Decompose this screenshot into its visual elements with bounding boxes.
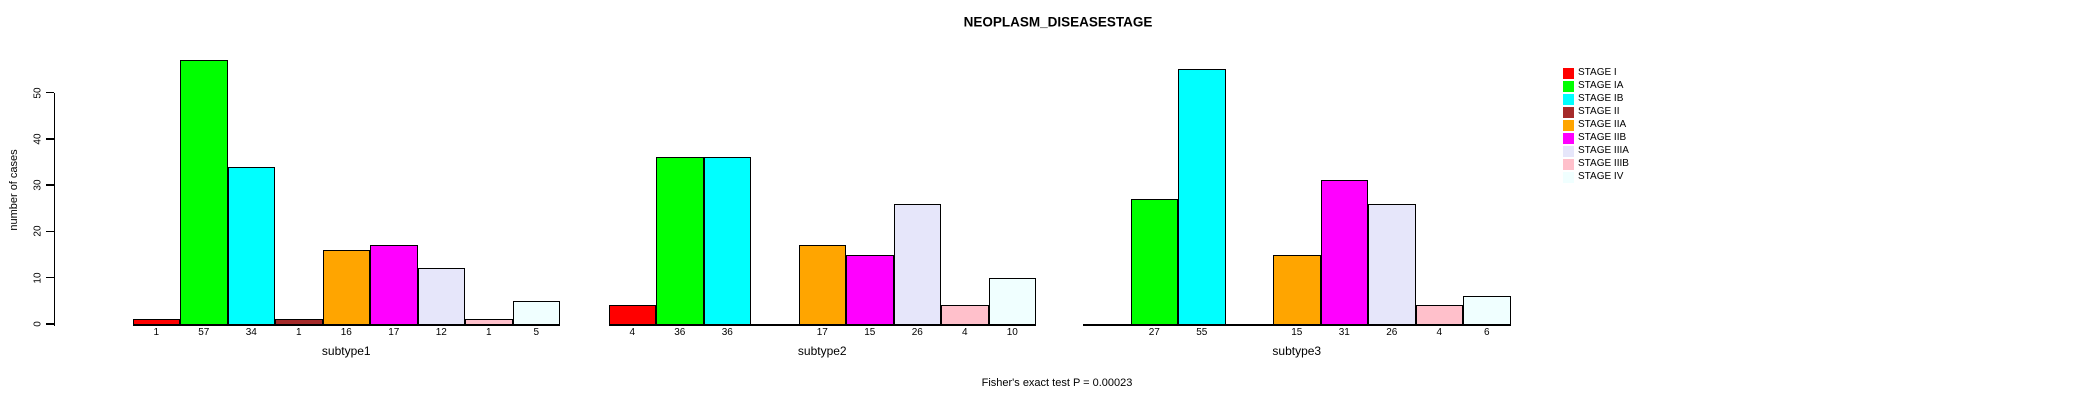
bar-subtype2-stage-iia bbox=[798, 245, 846, 325]
bar-value-label: 1 bbox=[485, 327, 492, 338]
group-label-subtype2: subtype2 bbox=[797, 344, 847, 358]
bar-subtype1-stage-iv bbox=[512, 300, 560, 325]
bar-value-label: 16 bbox=[340, 327, 352, 338]
footnote-text: Fisher's exact test P = 0.00023 bbox=[981, 377, 1133, 389]
bar-value-label: 57 bbox=[198, 327, 210, 338]
bar-value-label: 17 bbox=[816, 327, 828, 338]
bar-value-label: 55 bbox=[1196, 327, 1208, 338]
legend-label-stage-ii: STAGE II bbox=[1578, 106, 1620, 117]
y-axis-tick-label: 10 bbox=[32, 272, 44, 284]
bar-subtype3-stage-iv bbox=[1463, 296, 1511, 325]
bar-value-label: 36 bbox=[721, 327, 733, 338]
y-axis-tick-label: 40 bbox=[32, 133, 44, 145]
legend-label-stage-iiib: STAGE IIIB bbox=[1578, 158, 1629, 169]
bar-subtype2-stage-ib bbox=[703, 157, 751, 325]
bar-subtype3-stage-ib bbox=[1178, 69, 1226, 325]
y-axis-tick bbox=[46, 184, 54, 186]
legend-swatch-stage-i bbox=[1563, 68, 1574, 79]
bar-subtype3-stage-iiib bbox=[1415, 305, 1463, 325]
bar-subtype2-stage-iiia bbox=[893, 203, 941, 325]
legend-swatch-stage-iib bbox=[1563, 133, 1574, 144]
bar-subtype2-stage-iib bbox=[846, 254, 894, 325]
bar-subtype3-stage-iiia bbox=[1368, 203, 1416, 325]
legend-label-stage-ia: STAGE IA bbox=[1578, 80, 1624, 91]
legend-swatch-stage-iiia bbox=[1563, 146, 1574, 157]
bar-value-label: 4 bbox=[1436, 327, 1443, 338]
bar-subtype2-stage-ia bbox=[656, 157, 704, 325]
y-axis-tick bbox=[46, 138, 54, 140]
bar-subtype1-stage-iib bbox=[370, 245, 418, 325]
legend-swatch-stage-iia bbox=[1563, 120, 1574, 131]
group-label-subtype3: subtype3 bbox=[1272, 344, 1322, 358]
bar-subtype1-stage-ii bbox=[275, 319, 323, 325]
bar-value-label: 36 bbox=[674, 327, 686, 338]
group-label-subtype1: subtype1 bbox=[321, 344, 371, 358]
chart-title: NEOPLASM_DISEASESTAGE bbox=[963, 14, 1153, 30]
bar-value-label: 6 bbox=[1483, 327, 1490, 338]
bar-value-label: 15 bbox=[1291, 327, 1303, 338]
y-axis-tick-label: 50 bbox=[32, 86, 44, 99]
bar-subtype1-stage-iiib bbox=[465, 319, 513, 325]
bar-subtype3-stage-iia bbox=[1273, 254, 1321, 325]
legend-swatch-stage-ib bbox=[1563, 94, 1574, 105]
bar-value-label: 4 bbox=[961, 327, 968, 338]
y-axis-tick bbox=[46, 230, 54, 233]
legend-label-stage-iib: STAGE IIB bbox=[1578, 132, 1627, 143]
bar-subtype2-stage-iiib bbox=[941, 305, 989, 325]
legend-label-stage-iia: STAGE IIA bbox=[1578, 119, 1627, 130]
bar-value-label: 34 bbox=[245, 327, 257, 338]
bar-value-label: 12 bbox=[435, 327, 447, 338]
bar-value-label: 15 bbox=[864, 327, 876, 338]
bar-subtype2-stage-iv bbox=[988, 277, 1036, 325]
bar-value-label: 1 bbox=[153, 327, 160, 338]
legend-swatch-stage-ii bbox=[1563, 107, 1574, 118]
legend-label-stage-ib: STAGE IB bbox=[1578, 93, 1624, 104]
legend-swatch-stage-iiib bbox=[1563, 159, 1574, 170]
bar-subtype3-stage-ia bbox=[1130, 198, 1178, 325]
y-axis-label: number of cases bbox=[8, 149, 20, 231]
y-axis-tick bbox=[46, 323, 54, 325]
y-axis-tick-label: 0 bbox=[32, 321, 44, 327]
bar-value-label: 1 bbox=[295, 327, 302, 338]
bar-subtype1-stage-iiia bbox=[417, 268, 465, 325]
bar-value-label: 26 bbox=[1386, 327, 1398, 338]
bar-value-label: 10 bbox=[1006, 327, 1018, 338]
legend-swatch-stage-iv bbox=[1563, 172, 1574, 183]
y-axis-tick bbox=[46, 276, 54, 279]
bar-value-label: 27 bbox=[1148, 327, 1160, 338]
bar-subtype1-stage-ib bbox=[227, 166, 275, 325]
bar-value-label: 17 bbox=[388, 327, 400, 338]
legend-label-stage-iv: STAGE IV bbox=[1578, 171, 1624, 182]
legend-label-stage-i: STAGE I bbox=[1578, 67, 1617, 78]
bar-subtype1-stage-iia bbox=[322, 249, 370, 325]
bar-subtype1-stage-i bbox=[132, 319, 180, 325]
bar-subtype1-stage-ia bbox=[180, 60, 228, 325]
bar-subtype3-stage-iib bbox=[1320, 180, 1368, 325]
bar-value-label: 26 bbox=[911, 327, 923, 338]
bar-value-label: 5 bbox=[533, 327, 540, 338]
bar-value-label: 4 bbox=[629, 327, 636, 338]
legend-label-stage-iiia: STAGE IIIA bbox=[1578, 145, 1629, 156]
bar-subtype2-stage-i bbox=[608, 305, 656, 325]
bar-value-label: 31 bbox=[1338, 327, 1350, 338]
legend-swatch-stage-ia bbox=[1563, 81, 1574, 92]
y-axis-tick-label: 20 bbox=[32, 225, 44, 237]
y-axis-tick bbox=[46, 91, 54, 94]
y-axis-line bbox=[53, 92, 55, 326]
y-axis-tick-label: 30 bbox=[32, 179, 44, 191]
